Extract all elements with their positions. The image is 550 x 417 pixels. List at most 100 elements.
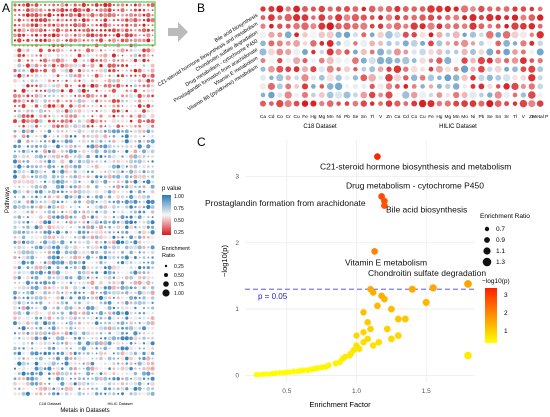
panel-a-dot <box>129 210 133 214</box>
panel-a-dot <box>107 275 112 280</box>
panel-a-dot <box>129 194 134 199</box>
panel-b-dot <box>385 91 393 99</box>
scatter-point <box>383 325 391 333</box>
panel-b-dot <box>268 57 275 64</box>
panel-a-dot <box>116 83 121 88</box>
panel-a-dot <box>103 301 107 305</box>
panel-a-dot <box>35 291 38 294</box>
panel-a-dot <box>21 366 26 371</box>
panel-a-dot <box>56 225 60 230</box>
panel-a-dot <box>78 306 81 310</box>
panel-a-dot <box>26 286 30 290</box>
panel-a-dot <box>22 276 25 279</box>
panel-a-dot <box>43 180 47 183</box>
panel-a-dot <box>74 231 77 234</box>
panel-a-dot <box>30 321 34 325</box>
panel-a-dot <box>26 306 30 310</box>
panel-b-dot <box>377 83 384 90</box>
panel-a-dot <box>90 144 95 149</box>
panel-a-dot <box>61 34 64 37</box>
panel-a-dot <box>77 270 82 275</box>
panel-a-dot <box>141 114 147 119</box>
panel-a-dot <box>74 377 77 380</box>
panel-a-dot <box>129 184 134 189</box>
panel-a-dot <box>95 332 98 335</box>
panel-a-dot <box>117 69 120 72</box>
panel-a-dot <box>81 2 86 8</box>
panel-b-dot <box>276 5 284 13</box>
panel-a-dot <box>17 260 22 265</box>
panel-a-dot <box>120 346 125 351</box>
panel-a-dot <box>64 296 69 300</box>
panel-a-dot <box>60 134 64 138</box>
panel-a-dot <box>91 261 94 264</box>
panel-a-dot <box>111 88 117 93</box>
panel-a-dot <box>90 276 94 280</box>
panel-a-dot <box>120 175 125 179</box>
panel-a-dot <box>130 332 133 335</box>
panel-a-dot <box>129 33 133 38</box>
panel-a-dot <box>31 49 34 52</box>
panel-b-dot <box>319 41 325 46</box>
panel-a-dot <box>39 13 43 17</box>
panel-a-dot <box>94 144 99 149</box>
panel-a-dot <box>112 18 116 22</box>
panel-a-dot <box>13 246 17 249</box>
panel-a-dot <box>69 356 73 361</box>
panel-a-dot <box>30 189 35 194</box>
panel-a-dot <box>99 306 103 310</box>
panel-b-dot <box>276 40 283 47</box>
panel-a-dot <box>90 149 94 153</box>
panel-a-dot <box>108 291 111 295</box>
panel-a-dot <box>51 220 56 225</box>
panel-a-dot <box>38 341 43 346</box>
panel-a-dot <box>133 195 138 199</box>
panel-a-dot <box>104 74 107 77</box>
panel-a-dot <box>117 54 120 57</box>
panel-a-dot <box>90 305 95 311</box>
panel-a-dot <box>47 346 52 351</box>
panel-a-dot <box>47 351 52 355</box>
panel-a-dot <box>99 124 103 128</box>
panel-a-dot <box>30 210 34 214</box>
panel-a-dot <box>147 69 150 72</box>
panel-b-dot <box>486 74 493 81</box>
panel-a-dot <box>103 296 108 300</box>
panel-a-dot <box>39 241 42 244</box>
panel-a-dot <box>35 327 38 330</box>
panel-a-dot <box>125 316 129 320</box>
panel-a-dot <box>60 275 65 280</box>
panel-a-dot <box>22 54 25 57</box>
panel-a-dot <box>30 230 34 234</box>
panel-a-dot <box>17 69 21 73</box>
panel-a-dot <box>39 180 42 183</box>
panel-a-dot <box>82 392 86 396</box>
panel-a-dot <box>108 215 111 219</box>
panel-b-dot <box>419 23 426 30</box>
panel-a-dot <box>104 367 107 370</box>
panel-a-dot <box>48 170 51 173</box>
panel-b-dot <box>478 23 485 30</box>
panel-a-dot <box>51 174 56 179</box>
panel-b-dot <box>292 48 301 56</box>
panel-a-dot <box>30 7 35 13</box>
panel-a-dot <box>95 18 98 22</box>
panel-a-dot <box>30 28 35 33</box>
panel-a-dot <box>82 39 85 42</box>
panel-a-dot <box>56 241 60 244</box>
panel-a-dot <box>150 361 155 366</box>
panel-a-dot <box>26 48 30 53</box>
panel-a-dot <box>103 270 107 275</box>
panel-a-dot <box>77 346 82 350</box>
panel-a-dot <box>121 135 124 138</box>
panel-a-dot <box>94 139 99 144</box>
panel-a-dot <box>52 235 56 239</box>
panel-a-dot <box>69 8 73 12</box>
panel-a-dot <box>18 342 21 345</box>
panel-a-dot <box>31 175 34 178</box>
panel-a-dot <box>17 276 21 280</box>
panel-a-dot <box>142 94 146 98</box>
panel-b-dot <box>343 14 351 21</box>
panel-a-dot <box>121 89 124 93</box>
panel-a-dot <box>78 49 81 52</box>
